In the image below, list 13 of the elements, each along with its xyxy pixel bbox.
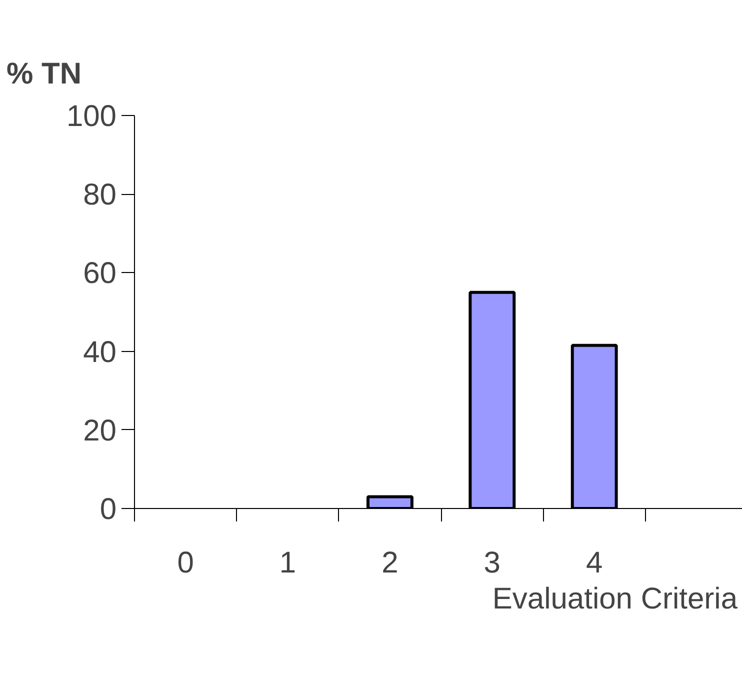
x-tick-label: 1: [279, 546, 296, 580]
y-tick-label: 0: [100, 493, 117, 526]
y-tick-label: 60: [83, 257, 117, 290]
y-tick-label: 40: [83, 336, 117, 369]
y-tick-label: 100: [66, 100, 117, 133]
x-tick-label: 0: [177, 546, 194, 580]
x-tick-label: 3: [484, 546, 500, 580]
y-tick-label: 80: [83, 178, 117, 212]
x-axis-title: Evaluation Criteria: [492, 582, 738, 616]
y-tick-label: 20: [83, 414, 117, 448]
x-tick-label: 2: [382, 546, 398, 580]
x-tick-label: 4: [586, 546, 603, 580]
y-axis-title: % TN: [6, 58, 82, 90]
